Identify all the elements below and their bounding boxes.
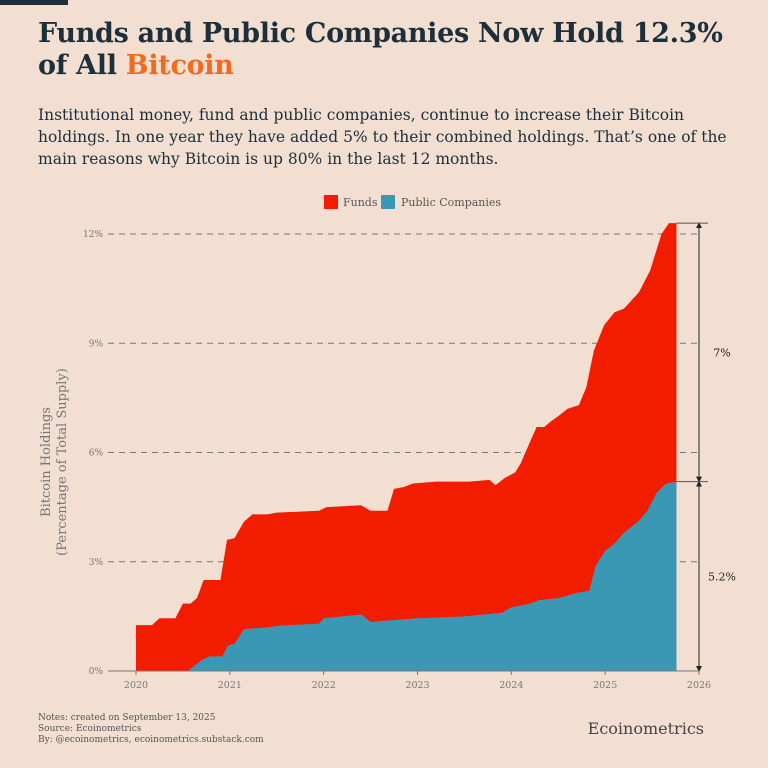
legend-swatch-public-companies <box>381 195 395 209</box>
x-tick-label: 2025 <box>593 680 617 691</box>
y-tick-label: 3% <box>89 558 104 568</box>
top-accent-bar <box>0 0 68 5</box>
area-public-companies <box>136 481 677 671</box>
annotation-label: 7% <box>713 346 730 359</box>
y-tick-label: 9% <box>89 339 104 349</box>
x-tick-label: 2020 <box>124 680 148 691</box>
x-tick-label: 2021 <box>218 680 242 691</box>
annotation-label: 5.2% <box>708 570 736 583</box>
x-tick-label: 2024 <box>499 680 523 691</box>
footer-notes: Notes: created on September 13, 2025 Sou… <box>38 713 264 746</box>
axes: 0% 3% 6% 9% 12% 2020 2021 2022 2023 2024 2025 2026 <box>83 230 711 691</box>
x-tick-label: 2026 <box>687 680 711 691</box>
annotations: 7% 5.2% <box>676 222 736 672</box>
title-highlight: Bitcoin <box>125 50 234 81</box>
y-tick-label: 0% <box>89 667 104 677</box>
by-text: By: @ecoinometrics, ecoinometrics.substa… <box>38 735 264 745</box>
y-axis-label-2: (Percentage of Total Supply) <box>55 368 70 556</box>
x-tick-label: 2023 <box>405 680 429 691</box>
legend-label-funds: Funds <box>343 196 378 209</box>
legend: Funds Public Companies <box>324 195 501 209</box>
area-funds <box>136 223 677 671</box>
y-tick-label: 12% <box>83 230 103 240</box>
x-tick-label: 2022 <box>312 680 336 691</box>
subtitle: Institutional money, fund and public com… <box>38 106 727 168</box>
page-title: Funds and Public Companies Now Hold 12.3… <box>38 18 758 82</box>
source-text: Source: Ecoinometrics <box>38 724 142 734</box>
legend-label-public-companies: Public Companies <box>401 196 501 209</box>
y-tick-label: 6% <box>89 449 104 459</box>
notes-text: Notes: created on September 13, 2025 <box>38 713 216 723</box>
title-text: Funds and Public Companies Now Hold 12.3… <box>38 18 723 81</box>
areas <box>136 223 677 671</box>
legend-swatch-funds <box>324 195 338 209</box>
brand-logo: Ecoinometrics <box>587 719 704 738</box>
y-axis-label-1: Bitcoin Holdings <box>39 407 54 517</box>
